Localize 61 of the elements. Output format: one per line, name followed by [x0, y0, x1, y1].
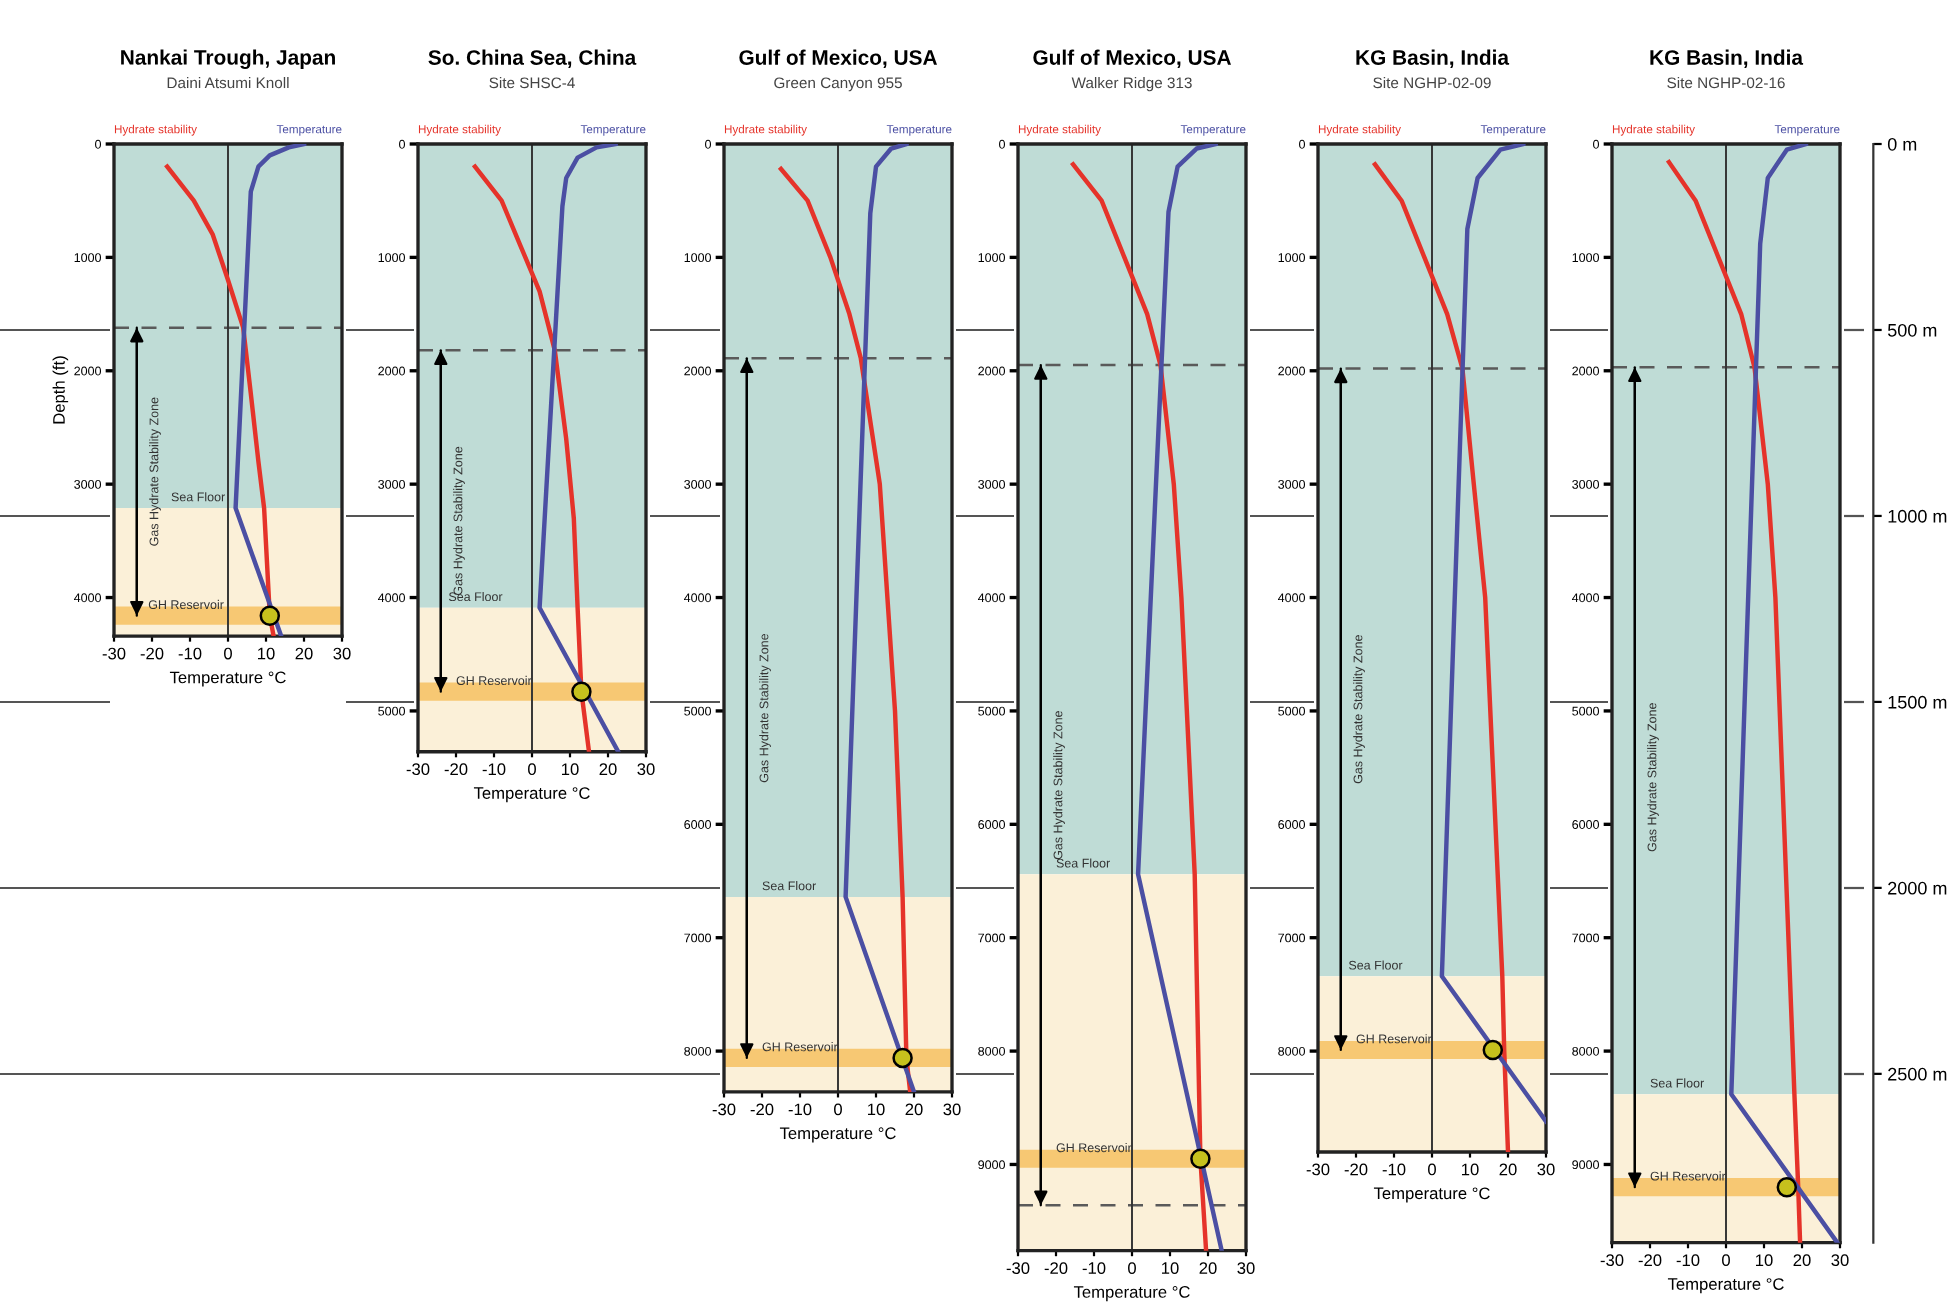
y-axis-title: Depth (ft): [52, 356, 69, 424]
x-tick-label: 30: [637, 763, 655, 776]
x-tick-label: -10: [1082, 1262, 1106, 1274]
y2-tick-label: 0 m: [1887, 137, 1917, 151]
chart-title: So. China Sea, China: [428, 49, 637, 68]
y2-tick-label: 1500 m: [1888, 695, 1947, 709]
x-axis-title: Temperature °C: [1373, 1187, 1490, 1203]
x-tick-label: -30: [712, 1103, 736, 1116]
x-tick-label: 0: [528, 763, 536, 776]
x-tick-label: 30: [333, 647, 351, 660]
chart-title: Gulf of Mexico, USA: [739, 49, 937, 68]
x-tick-label: -20: [1044, 1262, 1068, 1274]
y2-tick-label: 1000 m: [1888, 509, 1947, 523]
x-tick-label: 10: [562, 763, 579, 776]
x-tick-label: 20: [295, 647, 313, 660]
x-tick-label: 0: [1128, 1262, 1136, 1274]
x-tick-label: -20: [444, 763, 468, 776]
x-tick-label: -30: [406, 763, 430, 776]
chart-title: KG Basin, India: [1650, 49, 1804, 68]
x-axis-title: Temperature °C: [779, 1127, 896, 1143]
x-tick-label: 10: [258, 647, 275, 660]
x-tick-label: 0: [224, 647, 232, 660]
x-tick-label: 10: [1162, 1262, 1179, 1274]
x-tick-label: -10: [1382, 1163, 1406, 1176]
x-tick-label: -20: [1638, 1254, 1662, 1267]
x-tick-label: 0: [1428, 1163, 1436, 1176]
x-tick-label: 30: [1237, 1262, 1255, 1274]
x-tick-label: 0: [1722, 1254, 1730, 1267]
y2-tick-label: 2500 m: [1888, 1067, 1947, 1081]
x-axis-title: Temperature °C: [473, 787, 590, 803]
x-tick-label: -10: [1676, 1254, 1700, 1267]
x-tick-label: -20: [1344, 1163, 1368, 1176]
x-tick-label: -30: [102, 647, 126, 660]
x-tick-label: 30: [1831, 1254, 1849, 1267]
y2-tick-label: 2000 m: [1888, 881, 1947, 895]
x-tick-label: -30: [1006, 1262, 1030, 1274]
x-tick-label: 10: [1756, 1254, 1773, 1267]
chart-title: KG Basin, India: [1356, 49, 1510, 68]
x-tick-label: 20: [1499, 1163, 1517, 1176]
x-axis-title: Temperature °C: [169, 671, 286, 687]
x-tick-label: 30: [943, 1103, 961, 1116]
chart-title: Gulf of Mexico, USA: [1033, 49, 1231, 68]
x-axis-title: Temperature °C: [1667, 1278, 1784, 1294]
x-tick-label: 20: [905, 1103, 923, 1116]
x-tick-label: -10: [178, 647, 202, 660]
x-tick-label: 20: [1199, 1262, 1217, 1274]
x-tick-label: -10: [482, 763, 506, 776]
x-tick-label: 10: [1462, 1163, 1479, 1176]
x-tick-label: 10: [868, 1103, 885, 1116]
x-tick-label: 20: [1793, 1254, 1811, 1267]
x-tick-label: 30: [1537, 1163, 1555, 1176]
chart-title: Nankai Trough, Japan: [121, 49, 335, 69]
x-tick-label: -10: [788, 1103, 812, 1116]
x-tick-label: -30: [1306, 1163, 1330, 1176]
x-tick-label: -30: [1600, 1254, 1624, 1267]
x-tick-label: -20: [140, 647, 164, 660]
x-tick-label: -20: [750, 1103, 774, 1116]
y2-tick-label: 500 m: [1887, 323, 1937, 337]
x-tick-label: 0: [834, 1103, 842, 1116]
x-axis-title: Temperature °C: [1073, 1286, 1190, 1302]
x-tick-label: 20: [599, 763, 617, 776]
